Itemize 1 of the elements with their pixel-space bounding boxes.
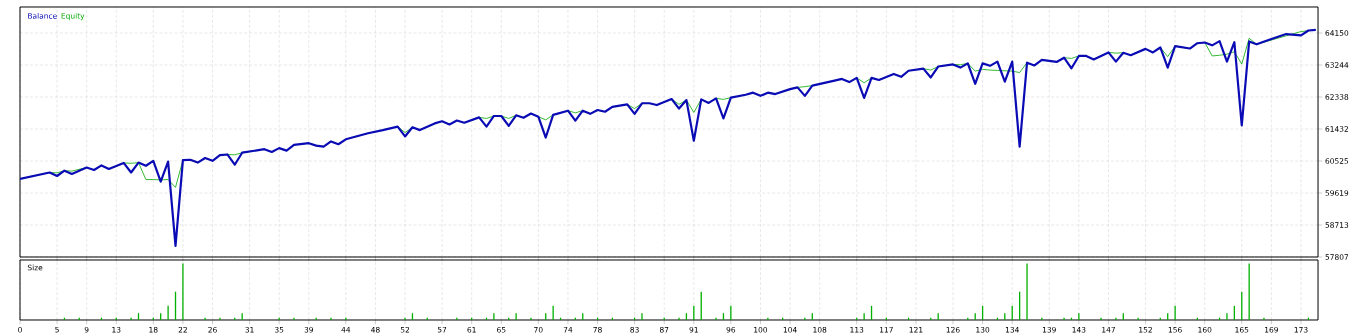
line-series [20,28,1317,248]
